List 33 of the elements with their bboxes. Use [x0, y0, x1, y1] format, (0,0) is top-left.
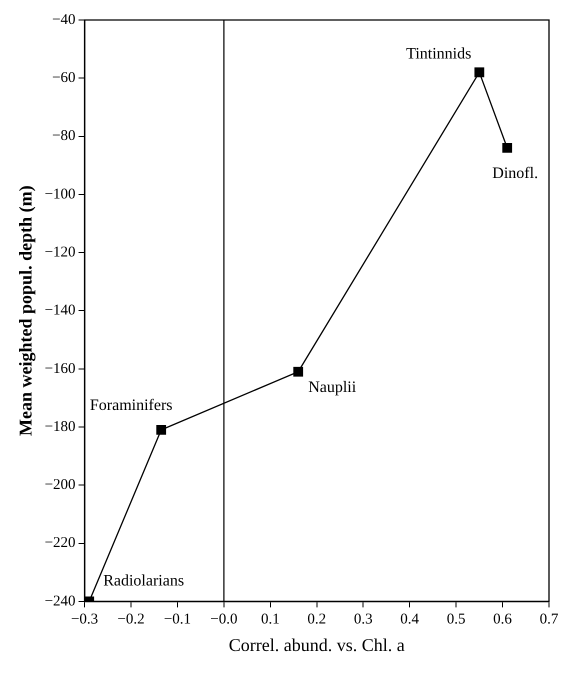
x-tick-label: −0.3 — [70, 611, 98, 628]
x-tick-label: −0.2 — [117, 611, 145, 628]
x-tick-label: 0.3 — [354, 611, 373, 628]
annotation: Foraminifers — [90, 397, 173, 414]
annotation: Nauplii — [308, 378, 357, 396]
x-tick-label: 0.7 — [540, 611, 559, 628]
x-axis-title: Correl. abund. vs. Chl. a — [228, 634, 405, 655]
y-tick-label: −240 — [44, 593, 76, 610]
annotation: Tintinnids — [406, 46, 472, 63]
annotation: Radiolarians — [103, 572, 184, 590]
y-tick-label: −160 — [44, 360, 76, 377]
y-tick-label: −220 — [44, 535, 76, 552]
point — [502, 143, 512, 153]
y-tick-label: −80 — [52, 128, 76, 144]
y-tick-label: −140 — [44, 302, 76, 319]
x-tick-label: −0.0 — [210, 611, 238, 628]
x-tick-label: 0.2 — [307, 611, 326, 628]
y-tick-label: −180 — [44, 418, 76, 435]
x-tick-label: 0.6 — [493, 611, 512, 628]
y-axis-title: Mean weighted popul. depth (m) — [15, 185, 36, 436]
y-tick-label: −120 — [44, 244, 76, 260]
annotation: Dinofl. — [492, 165, 538, 182]
y-tick-label: −40 — [52, 12, 76, 28]
point — [156, 424, 166, 435]
x-tick-label: −0.1 — [164, 611, 192, 628]
point — [474, 67, 484, 78]
point — [293, 366, 304, 377]
y-tick-label: −100 — [44, 186, 76, 202]
x-tick-label: 0.5 — [446, 611, 466, 628]
x-tick-label: 0.4 — [400, 611, 420, 628]
y-tick-label: −200 — [44, 477, 76, 494]
x-tick-label: 0.1 — [260, 611, 280, 628]
y-tick-label: −60 — [52, 70, 76, 86]
